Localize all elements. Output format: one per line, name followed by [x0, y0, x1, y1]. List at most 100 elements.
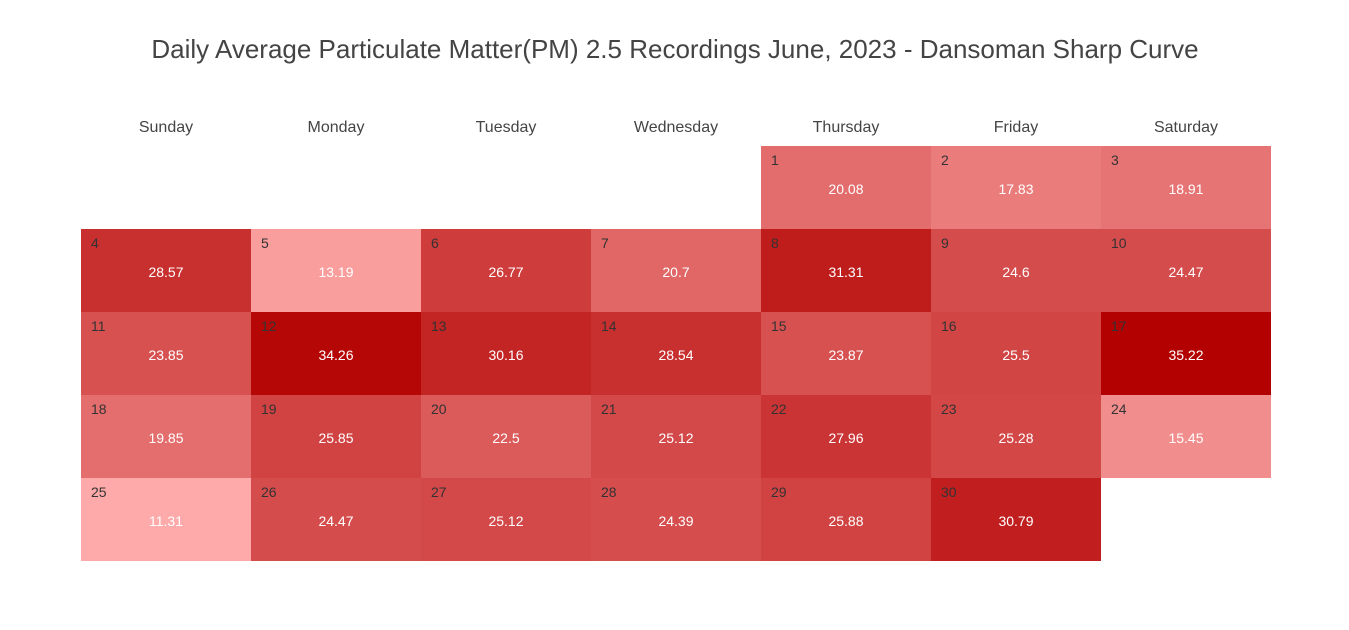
weekday-label-sunday: Sunday [139, 119, 193, 136]
day-cell-20: 20 22.5 [421, 395, 591, 478]
day-number: 5 [261, 235, 269, 251]
weekday-label-tuesday: Tuesday [476, 119, 537, 136]
day-cell-10: 10 24.47 [1101, 229, 1271, 312]
day-value-label: 30.16 [488, 347, 523, 363]
day-cell-7: 720.7 [591, 229, 761, 312]
day-cell-rect [931, 229, 1101, 312]
day-value-label: 28.54 [658, 347, 693, 363]
day-number: 17 [1111, 318, 1127, 334]
day-cell-rect [591, 229, 761, 312]
day-cell-6: 626.77 [421, 229, 591, 312]
day-number: 29 [771, 484, 787, 500]
day-value-label: 25.88 [828, 513, 863, 529]
day-number: 14 [601, 318, 617, 334]
day-number: 19 [261, 401, 277, 417]
day-cell-rect [1101, 229, 1271, 312]
day-number: 9 [941, 235, 949, 251]
weekday-header-row: Sunday Monday Tuesday Wednesday Thursday Frid… [139, 119, 1218, 136]
day-value-label: 11.31 [149, 513, 183, 529]
day-cell-24: 24 15.45 [1101, 395, 1271, 478]
day-cell-rect [761, 312, 931, 395]
day-cell-19: 19 25.85 [251, 395, 421, 478]
day-cell-14: 14 28.54 [591, 312, 761, 395]
day-cell-rect [761, 229, 931, 312]
day-value-label: 24.6 [1002, 264, 1029, 280]
day-cell-rect [81, 312, 251, 395]
day-cell-rect [1101, 146, 1271, 229]
day-cell-rect [421, 229, 591, 312]
day-cell-rect [251, 478, 421, 561]
day-value-label: 24.47 [318, 513, 353, 529]
day-number: 10 [1111, 235, 1127, 251]
day-cell-rect [251, 395, 421, 478]
day-cell-rect [761, 395, 931, 478]
day-cell-15: 15 23.87 [761, 312, 931, 395]
day-cell-9: 924.6 [931, 229, 1101, 312]
day-cell-21: 21 25.12 [591, 395, 761, 478]
day-cell-27: 27 25.12 [421, 478, 591, 561]
day-value-label: 24.39 [658, 513, 693, 529]
day-value-label: 35.22 [1168, 347, 1203, 363]
day-value-label: 20.7 [662, 264, 689, 280]
day-number: 30 [941, 484, 957, 500]
day-number: 18 [91, 401, 107, 417]
weekday-label-monday: Monday [308, 119, 365, 136]
day-cell-17: 17 35.22 [1101, 312, 1271, 395]
day-number: 2 [941, 152, 949, 168]
day-cell-3: 318.91 [1101, 146, 1271, 229]
day-cell-28: 28 24.39 [591, 478, 761, 561]
day-cell-rect [81, 478, 251, 561]
day-cell-rect [1101, 312, 1271, 395]
day-value-label: 34.26 [318, 347, 353, 363]
day-value-label: 28.57 [148, 264, 183, 280]
weekday-label-thursday: Thursday [813, 119, 880, 136]
weekday-label-friday: Friday [994, 119, 1038, 136]
day-cell-4: 428.57 [81, 229, 251, 312]
day-cell-rect [931, 478, 1101, 561]
day-cell-rect [761, 146, 931, 229]
weekday-label-saturday: Saturday [1154, 119, 1218, 136]
day-cell-29: 29 25.88 [761, 478, 931, 561]
day-number: 7 [601, 235, 609, 251]
day-cell-5: 513.19 [251, 229, 421, 312]
day-number: 3 [1111, 152, 1119, 168]
day-cell-13: 13 30.16 [421, 312, 591, 395]
day-value-label: 17.83 [998, 181, 1033, 197]
day-cell-30: 30 30.79 [931, 478, 1101, 561]
day-number: 20 [431, 401, 447, 417]
day-cell-rect [81, 395, 251, 478]
day-number: 1 [771, 152, 779, 168]
day-cell-8: 831.31 [761, 229, 931, 312]
day-cell-rect [421, 312, 591, 395]
day-value-label: 25.28 [998, 430, 1033, 446]
day-number: 24 [1111, 401, 1127, 417]
day-value-label: 19.85 [148, 430, 183, 446]
day-number: 27 [431, 484, 447, 500]
day-cell-rect [931, 312, 1101, 395]
day-value-label: 27.96 [828, 430, 863, 446]
day-cell-rect [591, 312, 761, 395]
day-cell-1: 120.08 [761, 146, 931, 229]
day-value-label: 25.5 [1002, 347, 1029, 363]
day-number: 11 [91, 318, 106, 334]
day-cell-18: 18 19.85 [81, 395, 251, 478]
weekday-label-wednesday: Wednesday [634, 119, 718, 136]
day-number: 26 [261, 484, 277, 500]
day-value-label: 18.91 [1168, 181, 1203, 197]
day-cell-rect [81, 229, 251, 312]
day-cell-rect [591, 478, 761, 561]
day-number: 23 [941, 401, 957, 417]
day-value-label: 22.5 [492, 430, 519, 446]
day-number: 13 [431, 318, 447, 334]
day-cell-rect [931, 395, 1101, 478]
day-cell-rect [251, 312, 421, 395]
day-cell-22: 22 27.96 [761, 395, 931, 478]
day-value-label: 20.08 [828, 181, 863, 197]
day-cell-23: 23 25.28 [931, 395, 1101, 478]
day-value-label: 23.85 [148, 347, 183, 363]
day-number: 28 [601, 484, 617, 500]
calendar-cells: 120.08217.83318.91428.57513.19626.77720.… [81, 146, 1271, 561]
day-value-label: 25.12 [488, 513, 523, 529]
day-value-label: 24.47 [1168, 264, 1203, 280]
